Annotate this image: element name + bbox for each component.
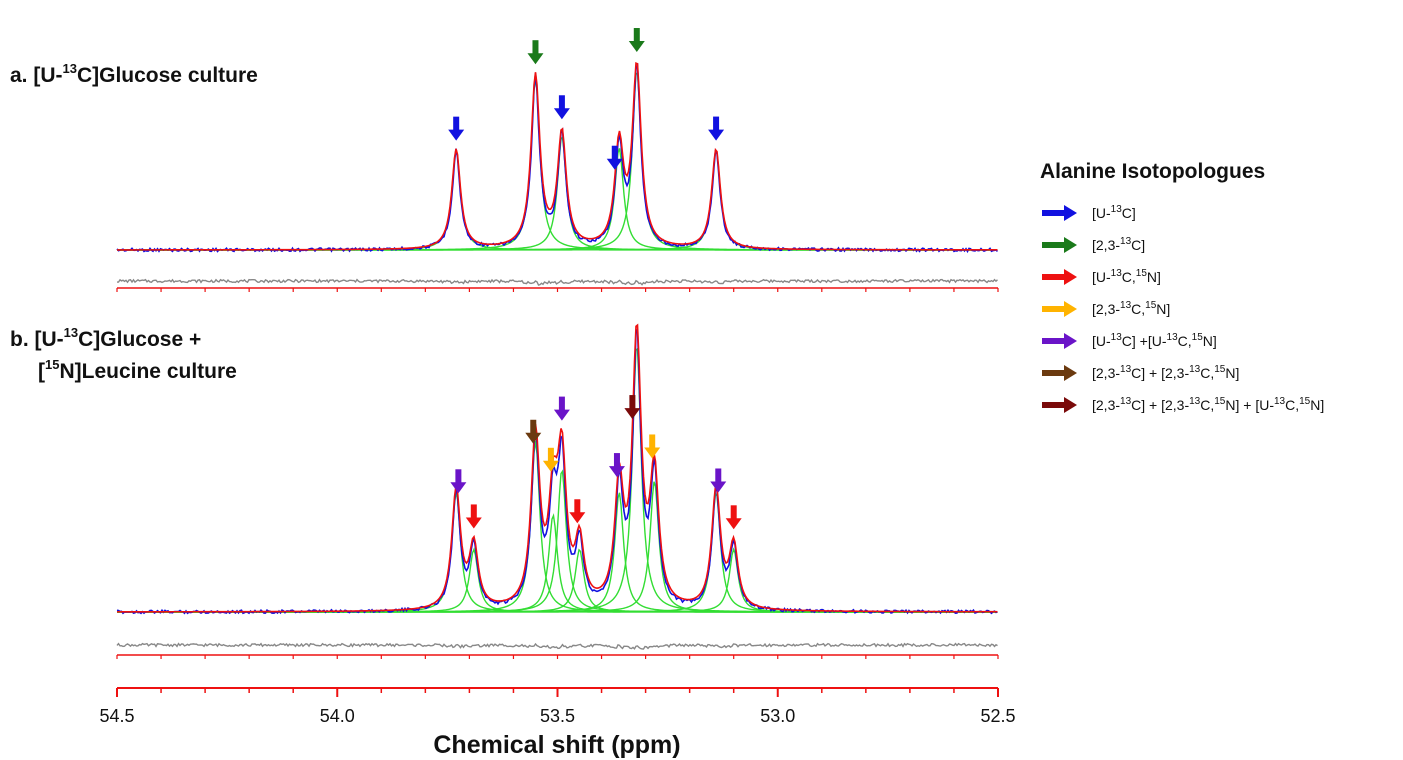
x-tick-label: 53.0 (760, 706, 795, 726)
x-axis-ticks: 54.5 54.0 53.5 53.0 52.5 (99, 688, 1016, 726)
component-peak (117, 72, 998, 251)
peak-arrow (448, 116, 465, 141)
panel-b-observed-spectrum (116, 329, 998, 615)
peak-arrow (525, 419, 542, 444)
legend-item: [2,3-13C] + [2,3-13C,15N] + [U-13C,15N] (1042, 396, 1324, 413)
legend-label: [2,3-13C,15N] (1092, 300, 1170, 317)
legend-arrow-icon (1042, 237, 1077, 253)
peak-arrow (644, 434, 661, 459)
peak-arrow (553, 396, 570, 421)
x-axis-title: Chemical shift (ppm) (433, 731, 680, 759)
panel-b-title-line1: b. [U-13C]Glucose + (10, 325, 201, 351)
peak-arrow (553, 95, 570, 120)
panel-a-fitted-curve (117, 62, 998, 251)
x-tick-label: 54.5 (99, 706, 134, 726)
component-peak (117, 469, 998, 613)
legend-arrow-icon (1042, 333, 1077, 349)
x-tick-label: 52.5 (980, 706, 1015, 726)
legend-arrow-icon (1042, 269, 1077, 285)
legend-label: [2,3-13C] + [2,3-13C,15N] + [U-13C,15N] (1092, 396, 1324, 413)
panel-b-peak-arrows (116, 395, 999, 659)
peak-arrow (725, 505, 742, 530)
legend-item: [U-13C] +[U-13C,15N] (1042, 332, 1217, 349)
legend-item: [U-13C] (1042, 204, 1136, 221)
panel-a-peak-arrows (116, 28, 999, 292)
legend-label: [2,3-13C] (1092, 236, 1145, 253)
peak-arrow (542, 447, 559, 472)
panel-a-component-peaks (117, 72, 998, 251)
peak-arrow (465, 504, 482, 529)
legend-item: [2,3-13C] (1042, 236, 1145, 253)
legend-arrow-icon (1042, 397, 1077, 413)
x-tick-label: 53.5 (540, 706, 575, 726)
legend-title: Alanine Isotopologues (1040, 160, 1265, 183)
x-axis: 54.5 54.0 53.5 53.0 52.5 Chemical shift (ppm… (99, 687, 1016, 759)
peak-arrow (710, 468, 727, 493)
peak-arrow (569, 499, 586, 524)
component-peak (117, 347, 998, 613)
legend-label: [U-13C] (1092, 204, 1136, 221)
panel-b-glucose-leucine-culture: b. [U-13C]Glucose + [15N]Leucine culture (10, 323, 999, 659)
legend-item: [2,3-13C,15N] (1042, 300, 1170, 317)
component-peak (117, 148, 998, 251)
legend-label: [2,3-13C] + [2,3-13C,15N] (1092, 364, 1239, 381)
component-peak (117, 135, 998, 251)
legend-label: [U-13C] +[U-13C,15N] (1092, 332, 1217, 349)
panel-a-glucose-culture: a. [U-13C]Glucose culture (10, 28, 999, 292)
panel-b-fitted-curve (117, 323, 998, 613)
panel-b-title-line2: [15N]Leucine culture (38, 357, 237, 383)
peak-arrow (606, 145, 623, 170)
panel-b-component-peaks (117, 347, 998, 613)
legend-item: [U-13C,15N] (1042, 268, 1161, 285)
panel-a-title: a. [U-13C]Glucose culture (10, 61, 258, 87)
peak-arrow (624, 395, 641, 420)
legend-item: [2,3-13C] + [2,3-13C,15N] (1042, 364, 1239, 381)
panel-b-residual (116, 642, 998, 650)
legend-arrow-icon (1042, 205, 1077, 221)
legend-label: [U-13C,15N] (1092, 268, 1161, 285)
peak-arrow (628, 28, 645, 53)
component-peak (117, 77, 998, 251)
peak-arrow (708, 116, 725, 141)
legend-items: [U-13C] [2,3-13C] [U-13C,15N] [2,3-13C,15N]… (1042, 204, 1324, 413)
legend-arrow-icon (1042, 365, 1077, 381)
peak-arrow (608, 453, 625, 478)
x-tick-label: 54.0 (320, 706, 355, 726)
legend: Alanine Isotopologues [U-13C][2,3-13C][U… (1040, 160, 1324, 413)
legend-arrow-icon (1042, 301, 1077, 317)
panel-a-residual (116, 278, 998, 286)
peak-arrow (450, 469, 467, 494)
panel-a-observed-spectrum (116, 62, 999, 254)
peak-arrow (527, 40, 544, 65)
